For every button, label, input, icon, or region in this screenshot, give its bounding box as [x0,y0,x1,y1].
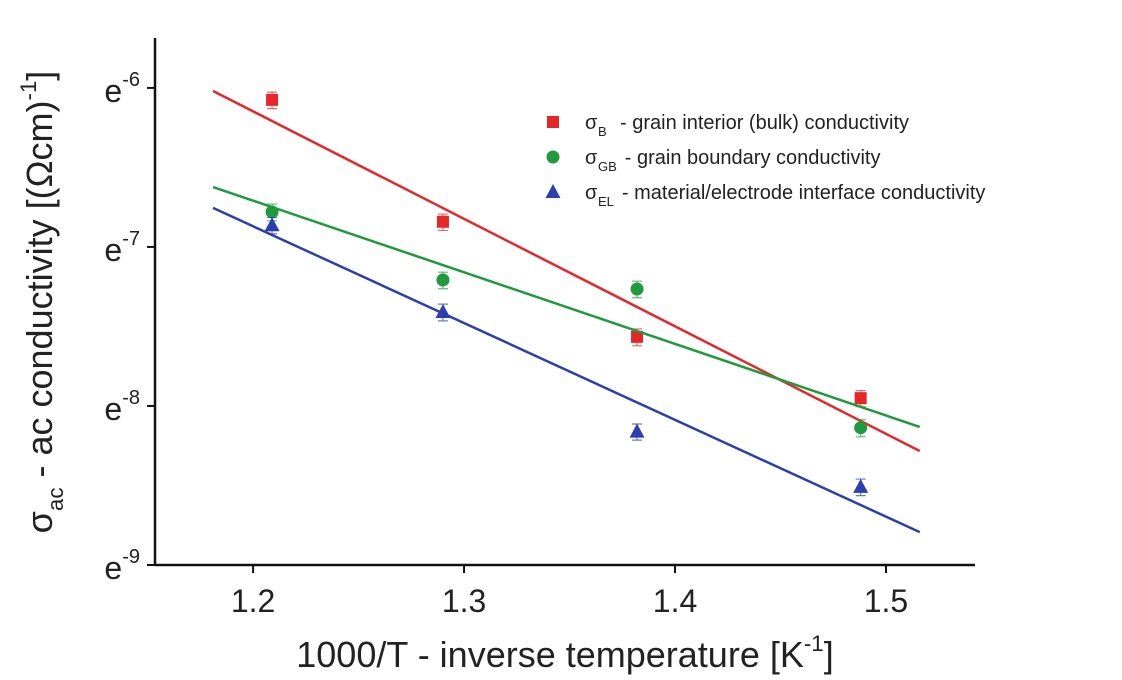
y-tick-label: e-6 [104,69,140,109]
x-tick-label: 1.4 [653,583,697,619]
legend-marker [546,150,560,164]
y-axis-label: σac - ac conductivity [(Ωcm)-1] [16,71,68,534]
y-tick-label: e-8 [104,387,140,427]
x-tick-label: 1.2 [231,583,275,619]
x-tick-label: 1.3 [442,583,486,619]
legend-symbol: σ [585,147,598,169]
y-axis-label-part: σ [19,511,60,533]
data-point [266,93,279,106]
data-point [631,330,644,343]
data-point [630,282,644,296]
fit-line [212,185,921,429]
legend-label: - grain boundary conductivity [625,147,881,169]
legend-marker [545,184,561,198]
legend-symbol: σ [585,182,598,204]
legend-label: - grain interior (bulk) conductivity [620,112,909,134]
x-tick-label: 1.5 [864,583,908,619]
data-point [436,273,450,287]
legend-subscript: GB [598,159,617,174]
legend-subscript: EL [598,194,614,209]
data-point [264,217,280,232]
legend-symbol: σ [585,112,598,134]
x-axis-label: 1000/T - inverse temperature [K-1] [296,631,833,675]
data-point [436,215,449,228]
fit-line [212,89,921,453]
x-axis-label-part: 1000/T - inverse temperature [K [296,634,804,675]
data-point [265,205,279,219]
y-axis-label-part: -1 [16,81,41,101]
legend-subscript: B [598,124,607,139]
data-point [629,423,645,438]
y-tick-label: e-7 [104,228,140,268]
data-point [854,392,867,405]
y-axis-label-part: ac [43,488,68,512]
legend-label: - material/electrode interface conductiv… [622,182,986,204]
data-point [853,478,869,493]
data-point [854,421,868,435]
fit-line [212,206,921,534]
x-axis-label-part: ] [824,634,834,675]
legend-marker [547,116,559,128]
data-point [435,303,451,318]
y-tick-label: e-9 [104,546,140,586]
y-axis-label-part: ] [19,71,60,81]
y-axis-label-part: - ac conductivity [(Ωcm) [19,101,60,488]
x-axis-label-part: -1 [804,631,824,656]
